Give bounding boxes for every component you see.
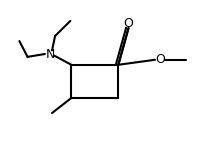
- Text: O: O: [124, 17, 133, 30]
- Text: O: O: [155, 53, 165, 66]
- Text: N: N: [45, 48, 55, 60]
